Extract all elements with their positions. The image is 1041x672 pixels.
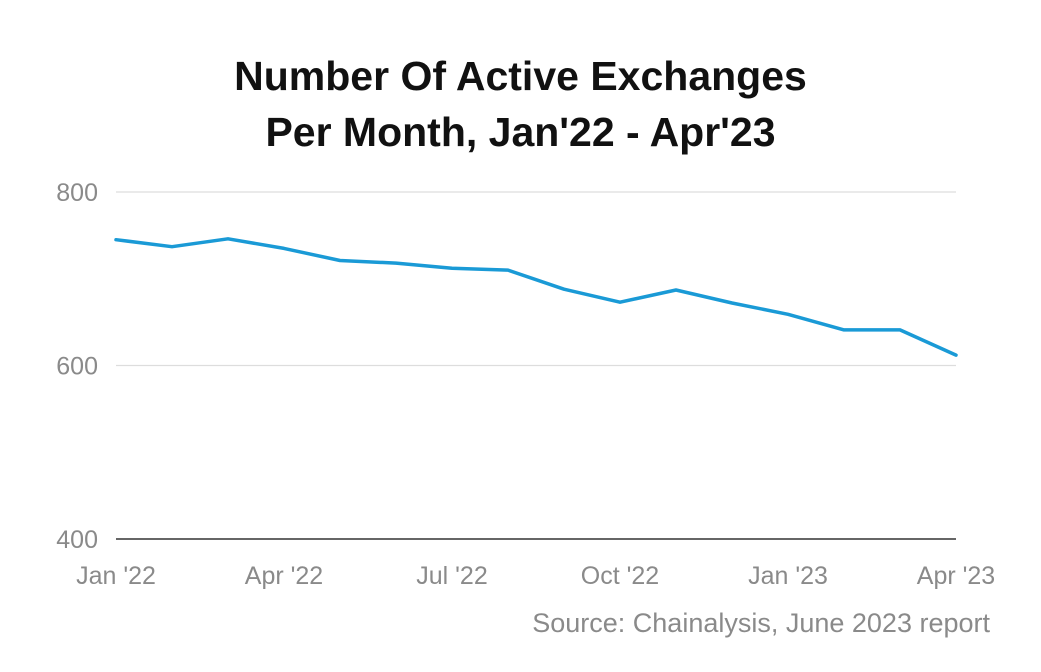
x-tick-label: Oct '22 bbox=[581, 562, 659, 590]
y-tick-label: 800 bbox=[56, 179, 98, 207]
x-tick-label: Apr '23 bbox=[917, 562, 995, 590]
gridlines bbox=[116, 191, 956, 540]
x-tick-label: Apr '22 bbox=[245, 562, 323, 590]
chart-title-line-2: Per Month, Jan'22 - Apr'23 bbox=[265, 109, 776, 155]
chart-title-line-1: Number Of Active Exchanges bbox=[234, 53, 807, 99]
y-tick-label: 600 bbox=[56, 353, 98, 381]
series-group bbox=[114, 237, 958, 357]
y-axis-ticks: 400 600 800 bbox=[56, 179, 98, 554]
x-tick-label: Jan '22 bbox=[76, 562, 156, 590]
chart-title: Number Of Active Exchanges Per Month, Ja… bbox=[0, 48, 1041, 160]
x-tick-label: Jul '22 bbox=[416, 562, 487, 590]
x-axis-ticks: Jan '22 Apr '22 Jul '22 Oct '22 Jan '23 Apr '… bbox=[76, 562, 995, 590]
series-line bbox=[114, 237, 958, 357]
y-tick-label: 400 bbox=[56, 526, 98, 554]
x-tick-label: Jan '23 bbox=[748, 562, 828, 590]
source-note: Source: Chainalysis, June 2023 report bbox=[532, 608, 990, 638]
